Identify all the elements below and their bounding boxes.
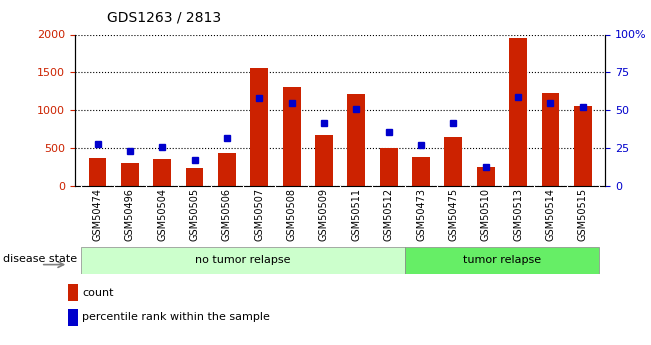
Text: GSM50475: GSM50475 [449, 188, 458, 241]
Bar [89, 158, 106, 186]
Bar [154, 159, 171, 186]
Bar [121, 163, 139, 186]
Bar [509, 38, 527, 186]
Text: disease state: disease state [3, 254, 77, 264]
Text: GSM50496: GSM50496 [125, 188, 135, 241]
Text: GSM50473: GSM50473 [416, 188, 426, 241]
Bar [348, 95, 365, 186]
Text: GSM50474: GSM50474 [92, 188, 102, 241]
Text: GSM50506: GSM50506 [222, 188, 232, 241]
Bar [251, 68, 268, 186]
Bar [445, 137, 462, 186]
Text: GDS1263 / 2813: GDS1263 / 2813 [107, 10, 221, 24]
Text: GSM50514: GSM50514 [546, 188, 555, 241]
Text: GSM50508: GSM50508 [286, 188, 297, 241]
Text: GSM50504: GSM50504 [157, 188, 167, 241]
Text: count: count [82, 288, 113, 297]
Text: GSM50509: GSM50509 [319, 188, 329, 241]
Bar [412, 157, 430, 186]
Text: GSM50513: GSM50513 [513, 188, 523, 241]
Bar [186, 168, 204, 186]
Bar [542, 93, 559, 186]
Bar [283, 87, 301, 186]
Text: percentile rank within the sample: percentile rank within the sample [82, 313, 270, 322]
Bar [405, 247, 599, 274]
Text: GSM50512: GSM50512 [383, 188, 394, 241]
Bar [68, 309, 78, 326]
Text: GSM50507: GSM50507 [255, 188, 264, 241]
Text: tumor relapse: tumor relapse [463, 256, 541, 265]
Text: GSM50511: GSM50511 [352, 188, 361, 241]
Bar [68, 284, 78, 301]
Bar [574, 106, 592, 186]
Text: no tumor relapse: no tumor relapse [195, 256, 291, 265]
Bar [477, 167, 495, 186]
Text: GSM50510: GSM50510 [480, 188, 491, 241]
Text: GSM50515: GSM50515 [578, 188, 588, 241]
Bar [218, 153, 236, 186]
Text: GSM50505: GSM50505 [189, 188, 200, 241]
Bar [315, 135, 333, 186]
Bar [81, 247, 405, 274]
Bar [380, 148, 398, 186]
